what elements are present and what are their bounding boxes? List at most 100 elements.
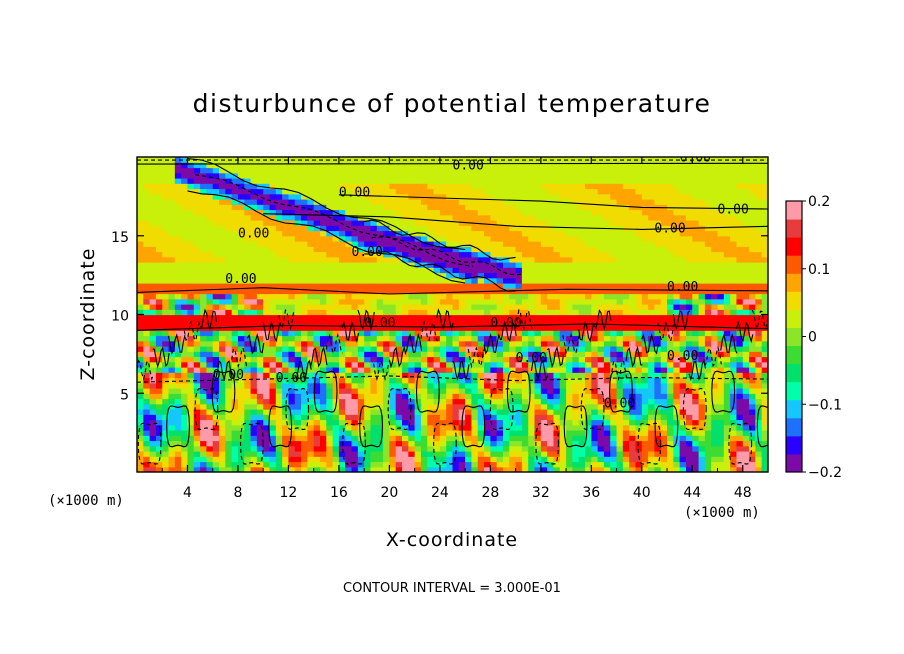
heatmap-cell	[219, 309, 226, 316]
heatmap-cell	[345, 309, 353, 316]
heatmap-cell	[338, 167, 346, 174]
heatmap-cell	[597, 288, 605, 295]
heatmap-cell	[477, 445, 485, 452]
heatmap-cell	[648, 267, 656, 274]
heatmap-cell	[155, 267, 163, 274]
heatmap-cell	[515, 298, 523, 305]
heatmap-cell	[427, 367, 435, 373]
heatmap-cell	[635, 235, 643, 242]
heatmap-cell	[351, 225, 359, 232]
heatmap-cell	[471, 262, 479, 268]
heatmap-cell	[389, 372, 397, 379]
heatmap-cell	[326, 267, 334, 274]
heatmap-cell	[452, 435, 460, 442]
heatmap-cell	[332, 309, 340, 316]
heatmap-cell	[408, 409, 416, 415]
heatmap-cell	[269, 377, 277, 384]
heatmap-cell	[603, 235, 611, 242]
heatmap-cell	[244, 283, 252, 289]
heatmap-cell	[313, 309, 321, 316]
heatmap-cell	[402, 424, 409, 431]
heatmap-cell	[357, 403, 365, 410]
heatmap-cell	[200, 388, 208, 394]
heatmap-cell	[231, 246, 239, 253]
heatmap-cell	[515, 204, 523, 211]
heatmap-cell	[572, 409, 580, 415]
heatmap-cell	[383, 167, 390, 174]
heatmap-cell	[345, 372, 353, 379]
heatmap-cell	[420, 330, 428, 337]
heatmap-cell	[465, 393, 473, 400]
heatmap-cell	[528, 419, 536, 426]
heatmap-cell	[294, 220, 302, 226]
heatmap-cell	[351, 440, 359, 447]
heatmap-cell	[610, 424, 618, 431]
heatmap-cell	[591, 451, 599, 457]
heatmap-cell	[137, 435, 144, 442]
heatmap-cell	[137, 188, 144, 195]
heatmap-cell	[465, 451, 473, 457]
heatmap-cell	[155, 199, 163, 205]
heatmap-cell	[319, 435, 327, 442]
heatmap-cell	[502, 157, 510, 163]
heatmap-cell	[471, 456, 479, 463]
heatmap-cell	[137, 162, 144, 169]
heatmap-cell	[351, 319, 359, 326]
heatmap-cell	[294, 293, 302, 300]
heatmap-cell	[231, 356, 239, 363]
heatmap-cell	[307, 372, 315, 379]
heatmap-cell	[168, 409, 176, 415]
heatmap-cell	[231, 288, 239, 295]
heatmap-cell	[578, 241, 586, 247]
heatmap-cell	[439, 251, 447, 258]
heatmap-cell	[174, 451, 182, 457]
heatmap-cell	[332, 167, 340, 174]
heatmap-cell	[244, 430, 252, 436]
heatmap-cell	[439, 241, 447, 247]
heatmap-cell	[219, 267, 226, 274]
heatmap-cell	[256, 209, 264, 216]
heatmap-cell	[477, 162, 485, 169]
heatmap-cell	[162, 414, 170, 421]
heatmap-cell	[502, 235, 510, 242]
heatmap-cell	[566, 220, 573, 226]
heatmap-cell	[137, 199, 144, 205]
heatmap-cell	[364, 235, 372, 242]
heatmap-cell	[338, 382, 346, 389]
heatmap-cell	[553, 377, 561, 384]
heatmap-cell	[162, 435, 170, 442]
heatmap-cell	[181, 361, 189, 368]
heatmap-cell	[591, 167, 599, 174]
heatmap-cell	[345, 209, 353, 216]
heatmap-cell	[477, 451, 485, 457]
heatmap-cell	[338, 272, 346, 279]
heatmap-cell	[515, 235, 523, 242]
heatmap-cell	[225, 456, 233, 463]
heatmap-cell	[351, 220, 359, 226]
heatmap-cell	[162, 214, 170, 221]
heatmap-cell	[212, 388, 220, 394]
heatmap-cell	[635, 193, 643, 200]
heatmap-cell	[616, 314, 624, 321]
heatmap-cell	[288, 445, 296, 452]
heatmap-cell	[477, 251, 485, 258]
heatmap-cell	[351, 309, 359, 316]
heatmap-cell	[591, 178, 599, 184]
heatmap-cell	[648, 183, 656, 190]
heatmap-cell	[338, 419, 346, 426]
heatmap-cell	[446, 393, 454, 400]
heatmap-cell	[414, 220, 422, 226]
heatmap-cell	[427, 167, 435, 174]
heatmap-cell	[477, 424, 485, 431]
heatmap-cell	[610, 188, 618, 195]
heatmap-cell	[528, 235, 536, 242]
heatmap-cell	[641, 361, 649, 368]
heatmap-cell	[364, 351, 372, 358]
heatmap-cell	[181, 393, 189, 400]
heatmap-cell	[288, 235, 296, 242]
heatmap-cell	[307, 267, 315, 274]
heatmap-cell	[496, 199, 504, 205]
heatmap-cell	[193, 246, 201, 253]
heatmap-cell	[364, 461, 372, 468]
heatmap-cell	[376, 319, 384, 326]
